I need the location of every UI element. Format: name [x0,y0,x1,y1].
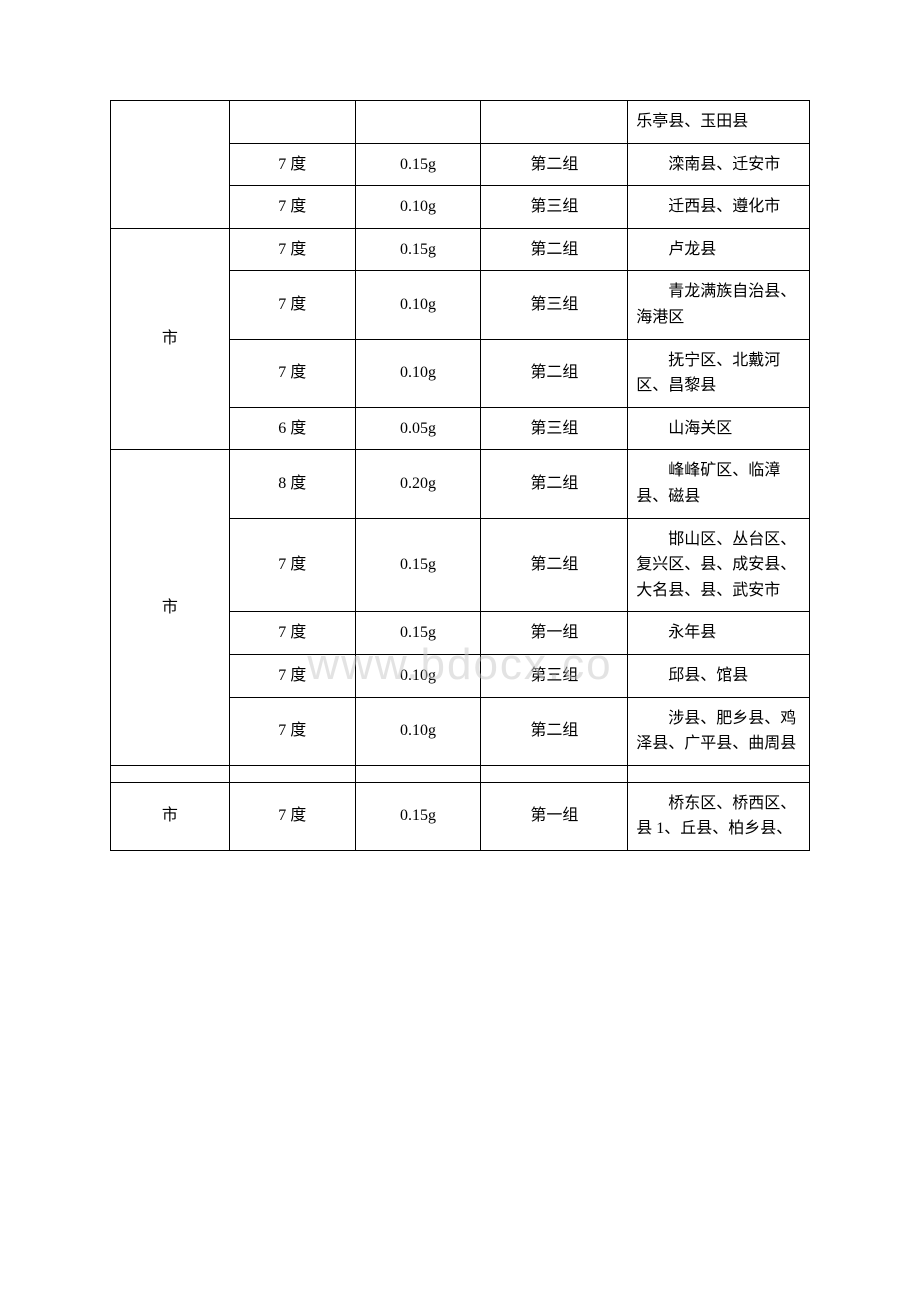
counties-cell: 峰峰矿区、临漳县、磁县 [628,450,810,518]
counties-cell [628,765,810,782]
acceleration-cell: 0.10g [355,654,481,697]
group-cell: 第三组 [481,407,628,450]
city-cell: 市 [111,450,230,765]
degree-cell: 7 度 [229,228,355,271]
counties-cell: 永年县 [628,612,810,655]
degree-cell: 7 度 [229,697,355,765]
acceleration-cell: 0.15g [355,612,481,655]
degree-cell: 7 度 [229,518,355,612]
city-cell: 市 [111,228,230,450]
group-cell: 第二组 [481,697,628,765]
degree-cell: 7 度 [229,612,355,655]
degree-cell: 7 度 [229,339,355,407]
acceleration-cell: 0.15g [355,228,481,271]
group-cell: 第二组 [481,228,628,271]
acceleration-cell: 0.10g [355,186,481,229]
table-row: 市7 度0.15g第二组 卢龙县 [111,228,810,271]
group-cell: 第三组 [481,186,628,229]
table-row: 市7 度0.15g第一组 桥东区、桥西区、县 1、丘县、柏乡县、 [111,782,810,850]
counties-cell: 滦南县、迁安市 [628,143,810,186]
city-cell: 市 [111,782,230,850]
acceleration-cell [355,765,481,782]
acceleration-cell: 0.10g [355,339,481,407]
degree-cell [229,101,355,144]
seismic-zone-table: 乐亭县、玉田县7 度0.15g第二组 滦南县、迁安市7 度0.10g第三组 迁西… [110,100,810,851]
group-cell: 第二组 [481,518,628,612]
acceleration-cell: 0.15g [355,518,481,612]
acceleration-cell: 0.15g [355,782,481,850]
degree-cell: 7 度 [229,271,355,339]
acceleration-cell: 0.20g [355,450,481,518]
counties-cell: 抚宁区、北戴河区、昌黎县 [628,339,810,407]
counties-cell: 邯山区、丛台区、复兴区、县、成安县、大名县、县、武安市 [628,518,810,612]
counties-cell: 青龙满族自治县、海港区 [628,271,810,339]
acceleration-cell: 0.10g [355,271,481,339]
acceleration-cell: 0.05g [355,407,481,450]
group-cell: 第三组 [481,271,628,339]
degree-cell: 8 度 [229,450,355,518]
table-row: 市8 度0.20g第二组 峰峰矿区、临漳县、磁县 [111,450,810,518]
table-row [111,765,810,782]
acceleration-cell [355,101,481,144]
degree-cell [229,765,355,782]
group-cell [481,765,628,782]
counties-cell: 邱县、馆县 [628,654,810,697]
group-cell: 第一组 [481,612,628,655]
counties-cell: 卢龙县 [628,228,810,271]
degree-cell: 7 度 [229,143,355,186]
counties-cell: 迁西县、遵化市 [628,186,810,229]
city-cell [111,101,230,229]
degree-cell: 6 度 [229,407,355,450]
group-cell [481,101,628,144]
group-cell: 第三组 [481,654,628,697]
counties-cell: 涉县、肥乡县、鸡泽县、广平县、曲周县 [628,697,810,765]
counties-cell: 山海关区 [628,407,810,450]
group-cell: 第二组 [481,339,628,407]
acceleration-cell: 0.10g [355,697,481,765]
degree-cell: 7 度 [229,186,355,229]
degree-cell: 7 度 [229,654,355,697]
group-cell: 第二组 [481,143,628,186]
counties-cell: 桥东区、桥西区、县 1、丘县、柏乡县、 [628,782,810,850]
group-cell: 第一组 [481,782,628,850]
city-cell [111,765,230,782]
table-row: 乐亭县、玉田县 [111,101,810,144]
counties-cell: 乐亭县、玉田县 [628,101,810,144]
degree-cell: 7 度 [229,782,355,850]
group-cell: 第二组 [481,450,628,518]
acceleration-cell: 0.15g [355,143,481,186]
